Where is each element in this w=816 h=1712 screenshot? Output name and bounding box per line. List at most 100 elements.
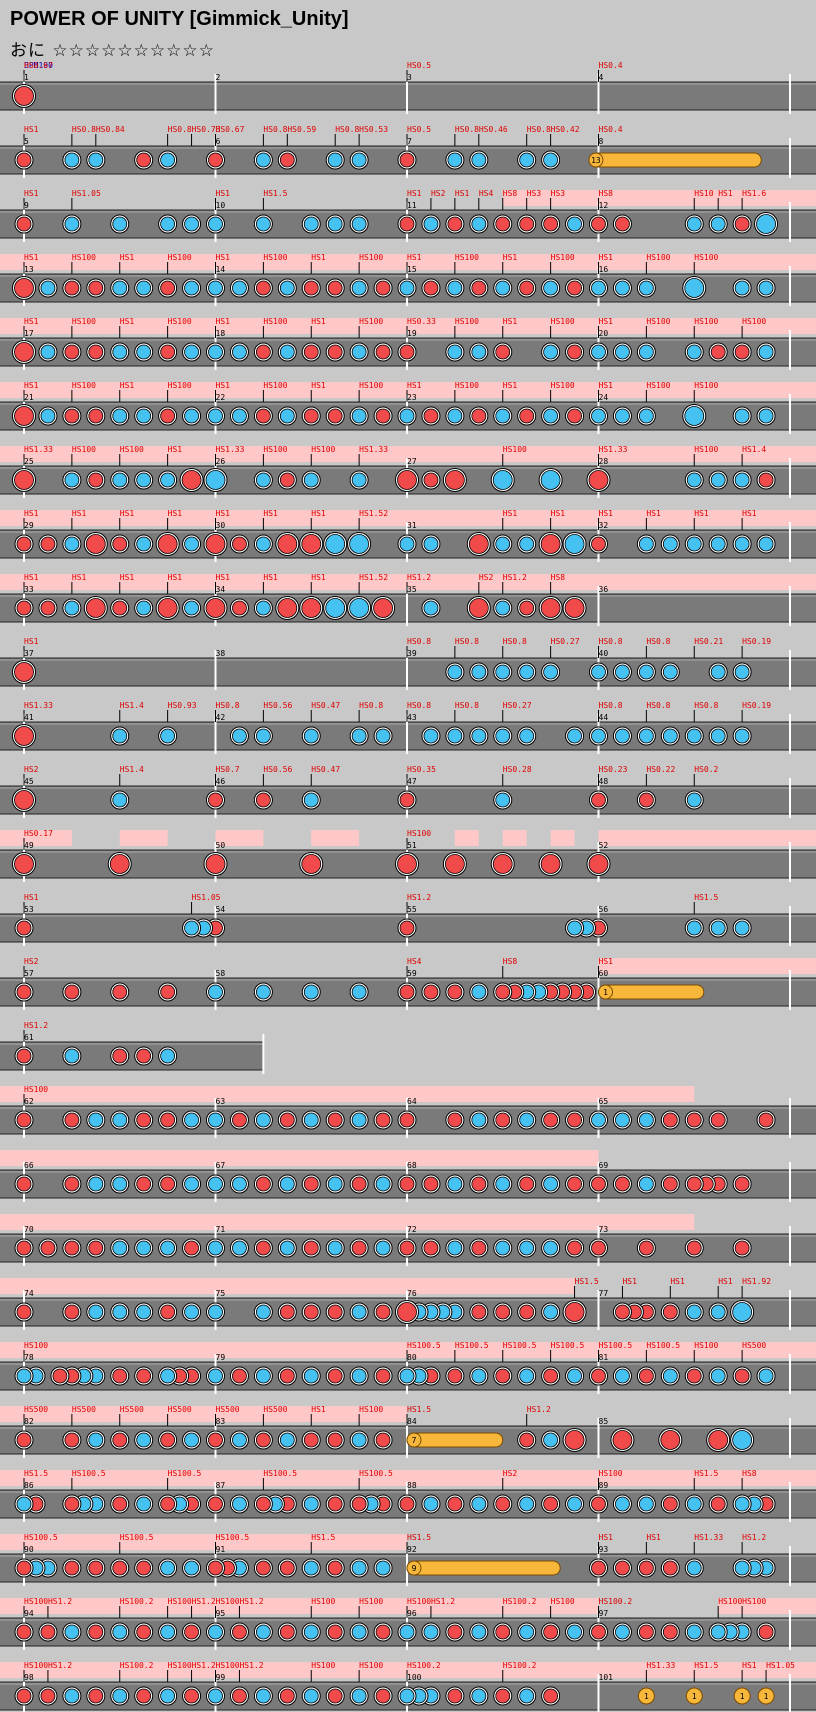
scroll-speed-label: HS0.7: [216, 765, 240, 774]
big-don-note: [397, 1302, 417, 1322]
ka-note: [184, 1304, 199, 1320]
ka-note: [303, 1112, 319, 1128]
scroll-speed-label: HS1: [120, 317, 135, 326]
don-note: [615, 1560, 630, 1576]
don-note: [399, 1496, 415, 1512]
don-note: [375, 1112, 391, 1128]
drumroll-head: [406, 1560, 422, 1576]
ka-note: [303, 472, 319, 488]
scroll-speed-label: HS1.2: [24, 1021, 48, 1030]
don-note: [279, 152, 295, 168]
don-note: [327, 1112, 343, 1128]
ka-note: [495, 792, 511, 808]
ka-note: [88, 1176, 104, 1192]
don-note: [16, 216, 32, 232]
ka-note: [279, 1176, 295, 1192]
don-note: [112, 984, 128, 1000]
don-note: [16, 1432, 32, 1448]
don-note: [447, 1496, 463, 1512]
speed-band: [0, 1150, 599, 1166]
measure-number: 88: [407, 1481, 417, 1490]
ka-note: [471, 728, 487, 744]
scroll-speed-label: HS1: [646, 1533, 661, 1542]
don-note: [16, 1304, 32, 1320]
scroll-speed-label: HS500: [263, 1405, 287, 1414]
measure-number: 93: [599, 1545, 609, 1554]
scroll-speed-label: HS1: [168, 445, 183, 454]
scroll-speed-label: HS0.8: [407, 701, 431, 710]
scroll-speed-label: HS1: [311, 573, 326, 582]
ka-note: [734, 280, 750, 296]
measure-number: 31: [407, 521, 417, 530]
ka-note: [184, 600, 199, 616]
scroll-speed-label: HS0.8: [694, 701, 718, 710]
measure-number: 69: [599, 1161, 609, 1170]
ka-note: [543, 1432, 559, 1448]
big-don-note: [14, 278, 34, 298]
ka-note: [519, 152, 535, 168]
ka-note: [447, 664, 463, 680]
measure-number: 34: [216, 585, 226, 594]
scroll-speed-label: HS100.5: [216, 1533, 250, 1542]
ka-note: [279, 1240, 295, 1256]
don-note: [16, 1560, 32, 1576]
ka-note: [519, 1240, 535, 1256]
scroll-speed-label: HS0.8: [599, 701, 623, 710]
scroll-speed-label: HS100: [359, 381, 383, 390]
scroll-speed-label: HS1: [216, 509, 231, 518]
measure-number: 75: [216, 1289, 226, 1298]
scroll-speed-label: HS1.33: [359, 445, 388, 454]
don-note: [303, 344, 319, 360]
scroll-speed-label: HS1: [24, 125, 39, 134]
big-don-note: [157, 598, 178, 618]
scroll-speed-label: HS100: [24, 1341, 48, 1350]
measure-number: 85: [599, 1417, 609, 1426]
scroll-speed-label: HS1.92: [742, 1277, 771, 1286]
big-ka-note: [492, 470, 513, 490]
measure-number: 53: [24, 905, 34, 914]
don-note: [255, 1176, 271, 1192]
scroll-speed-label: HS1: [622, 1277, 637, 1286]
scroll-speed-label: HS1: [742, 509, 757, 518]
ka-note: [495, 280, 511, 296]
don-note: [495, 344, 511, 360]
balloon-note: [637, 1687, 655, 1705]
scroll-speed-label: HS0.67: [216, 125, 245, 134]
speed-band: [0, 1534, 407, 1550]
don-note: [686, 1112, 702, 1128]
ka-note: [686, 1624, 702, 1640]
ka-note: [638, 344, 654, 360]
don-note: [64, 1496, 80, 1512]
speed-band: [311, 830, 360, 846]
scroll-speed-label: HS1.4: [120, 701, 144, 710]
difficulty-label: おに: [10, 41, 46, 61]
ka-note: [662, 536, 678, 552]
measure-number: 46: [216, 777, 226, 786]
scroll-speed-label: HS10: [694, 189, 713, 198]
don-note: [40, 1688, 56, 1704]
scroll-speed-label: HS1.2: [239, 1661, 263, 1670]
scroll-speed-label: HS100: [168, 253, 192, 262]
measure-number: 54: [216, 905, 226, 914]
don-note: [495, 984, 511, 1000]
big-don-note: [157, 534, 178, 554]
measure-number: 49: [24, 841, 34, 850]
difficulty-rating: おに ☆☆☆☆☆☆☆☆☆☆: [10, 36, 215, 61]
ka-note: [255, 1112, 271, 1128]
ka-note: [184, 920, 199, 936]
don-note: [519, 408, 535, 424]
don-note: [208, 1560, 223, 1576]
scroll-speed-label: HS1: [407, 381, 422, 390]
ka-note: [710, 536, 726, 552]
speed-band: [0, 1086, 695, 1102]
scroll-speed-label: HS1.2: [527, 1405, 551, 1414]
scroll-speed-label: HS100.2: [503, 1597, 537, 1606]
don-note: [734, 1368, 750, 1384]
scroll-speed-label: HS0.59: [287, 125, 316, 134]
ka-note: [112, 728, 128, 744]
don-note: [662, 1624, 678, 1640]
scroll-speed-label: HS100: [359, 253, 383, 262]
scroll-speed-label: HS100: [263, 445, 287, 454]
ka-note: [232, 280, 247, 296]
don-note: [232, 1368, 247, 1384]
